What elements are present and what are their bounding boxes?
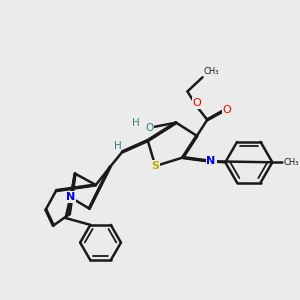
Text: H: H — [132, 118, 140, 128]
Text: S: S — [151, 161, 159, 171]
Text: CH₃: CH₃ — [204, 67, 220, 76]
Text: CH₃: CH₃ — [284, 158, 299, 167]
Text: O: O — [193, 98, 201, 108]
Text: H: H — [114, 141, 122, 151]
Text: O: O — [145, 123, 153, 133]
Text: O: O — [223, 105, 232, 115]
Text: N: N — [206, 156, 216, 166]
Text: N: N — [66, 192, 75, 202]
